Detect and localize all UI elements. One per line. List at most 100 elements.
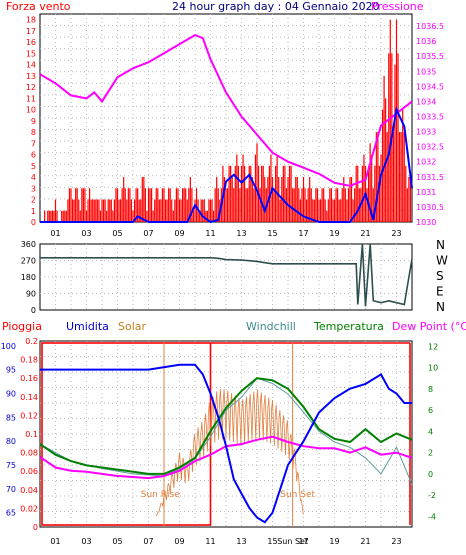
y-right-tick-label: 1031.5 [416, 173, 444, 182]
y-left-tick-label: 6 [31, 151, 36, 160]
humidity-tick-label: 90 [6, 389, 16, 398]
y-right-tick-label: 1036.5 [416, 22, 444, 31]
y-left-tick-label: 18 [26, 16, 36, 25]
y-right-tick-label: 1036 [416, 37, 436, 46]
sunset-annotation: Sun Set [280, 490, 315, 500]
x-tick-label: 19 [329, 229, 339, 238]
x-tick-label: 01 [50, 537, 60, 546]
label-dewpoint: Dew Point (°C) [392, 320, 466, 333]
x-tick-label: 13 [236, 537, 246, 546]
compass-label: E [436, 285, 444, 299]
x-tick-label: 01 [50, 229, 60, 238]
y-right-tick-label: 1034.5 [416, 82, 444, 91]
dir-tick-label: 180 [21, 273, 36, 282]
x-tick-label: 05 [112, 229, 122, 238]
series-pressure-line [39, 33, 413, 187]
x-tick-label: 05 [112, 537, 122, 546]
y-left-tick-label: 11 [26, 94, 36, 103]
y-left-tick-label: 3 [31, 184, 36, 193]
x-tick-label: 17 [298, 537, 308, 546]
label-windchill: Windchill [246, 320, 296, 333]
y-left-tick-label: 2 [31, 196, 36, 205]
panel1-right-label: Pressione [371, 0, 424, 13]
y-left-tick-label: 12 [26, 83, 36, 92]
temp-tick-label: 8 [428, 385, 433, 394]
y-left-tick-label: 9 [31, 117, 36, 126]
y-right-tick-label: 1031 [416, 188, 436, 197]
y-right-tick-label: 1035.5 [416, 52, 444, 61]
x-tick-label: 13 [236, 229, 246, 238]
x-tick-label: 15 [267, 229, 277, 238]
temp-tick-label: 0 [428, 470, 433, 479]
panel3-plot: 6570758085909510000.020.040.060.080.10.1… [1, 337, 438, 546]
rain-tick-label: 0 [33, 523, 38, 532]
dir-tick-label: 270 [21, 257, 36, 266]
temp-tick-label: -2 [428, 491, 436, 500]
x-tick-label: 09 [174, 537, 184, 546]
rain-tick-label: 0.14 [20, 393, 38, 402]
rain-tick-label: 0.1 [25, 430, 38, 439]
x-tick-label: 03 [81, 537, 91, 546]
rain-tick-label: 0.04 [20, 486, 38, 495]
x-tick-label: 07 [143, 229, 153, 238]
compass-label: S [436, 269, 444, 283]
label-temperature: Temperatura [313, 320, 384, 333]
x-tick-label: 21 [360, 537, 370, 546]
panel1-title: 24 hour graph day : 04 Gennaio 2020 [172, 0, 380, 13]
y-right-tick-label: 1035 [416, 67, 436, 76]
panel1-left-label: Forza vento [6, 0, 71, 13]
rain-tick-label: 0.18 [20, 356, 38, 365]
series-direction-line [40, 243, 413, 307]
y-right-tick-label: 1030 [416, 218, 436, 227]
humidity-tick-label: 75 [6, 461, 16, 470]
y-left-tick-label: 8 [31, 128, 36, 137]
y-left-tick-label: 14 [26, 61, 36, 70]
rain-tick-label: 0.12 [20, 411, 38, 420]
x-tick-label: 03 [81, 229, 91, 238]
y-right-tick-label: 1033.5 [416, 112, 444, 121]
y-right-tick-label: 1032.5 [416, 143, 444, 152]
x-tick-label: 17 [298, 229, 308, 238]
x-tick-label: 15 [267, 537, 277, 546]
y-left-tick-label: 7 [31, 139, 36, 148]
temp-tick-label: 2 [428, 449, 433, 458]
x-tick-label: 21 [360, 229, 370, 238]
y-left-tick-label: 4 [31, 173, 36, 182]
temp-tick-label: 4 [428, 427, 433, 436]
sunrise-annotation: Sun Rise [141, 490, 180, 500]
humidity-tick-label: 85 [6, 413, 16, 422]
y-left-tick-label: 16 [26, 38, 36, 47]
rain-tick-label: 0.16 [20, 374, 38, 383]
x-tick-label: 19 [329, 537, 339, 546]
label-rain: Pioggia [2, 320, 42, 333]
series-humidity-line [40, 363, 412, 524]
label-solar: Solar [118, 320, 147, 333]
rain-tick-label: 0.08 [20, 449, 38, 458]
panel1-plot: 012345678910111213141516171810301030.510… [26, 13, 444, 238]
dir-tick-label: 360 [21, 240, 36, 249]
compass-label: W [436, 254, 448, 268]
x-tick-label: 23 [391, 229, 401, 238]
y-right-tick-label: 1033 [416, 128, 436, 137]
humidity-tick-label: 100 [1, 342, 16, 351]
temp-tick-label: -4 [428, 512, 436, 521]
y-left-tick-label: 5 [31, 162, 36, 171]
rain-tick-label: 0.02 [20, 504, 38, 513]
label-humidity: Umidita [66, 320, 109, 333]
temp-tick-label: 12 [428, 342, 438, 351]
temp-tick-label: 6 [428, 406, 433, 415]
y-right-tick-label: 1034 [416, 97, 436, 106]
x-tick-label: 23 [391, 537, 401, 546]
compass-label: N [436, 238, 445, 252]
x-tick-label: 11 [205, 229, 215, 238]
humidity-tick-label: 70 [6, 485, 16, 494]
x-tick-label: 07 [143, 537, 153, 546]
x-tick-label: Sun Set [277, 537, 308, 546]
y-right-tick-label: 1032 [416, 158, 436, 167]
y-right-tick-label: 1030.5 [416, 203, 444, 212]
series-wind-speed-line [40, 106, 413, 224]
y-left-tick-label: 0 [31, 218, 36, 227]
humidity-tick-label: 80 [6, 437, 16, 446]
